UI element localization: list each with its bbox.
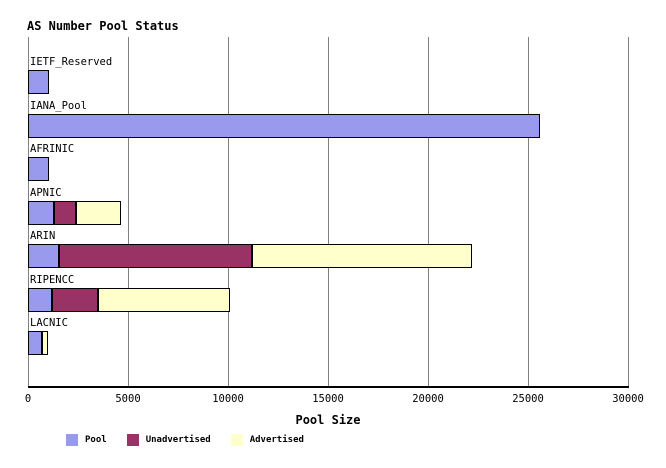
bar-row <box>28 331 48 355</box>
x-tick-label: 5000 <box>115 393 141 405</box>
bar-segment-unadvertised <box>59 244 252 268</box>
gridline <box>428 37 429 386</box>
bar-row <box>28 244 472 268</box>
gridline <box>128 37 129 386</box>
gridline <box>528 37 529 386</box>
bar-segment-pool <box>28 113 540 138</box>
legend-swatch-advertised <box>230 434 243 446</box>
plot-area: IETF_Reserved IANA_Pool AFRINIC APNIC ARIN RI… <box>28 37 629 388</box>
gridline <box>328 37 329 386</box>
chart-title: AS Number Pool Status <box>27 19 179 33</box>
x-tick-label: 15000 <box>312 393 344 405</box>
bar-segment-advertised <box>76 200 121 225</box>
legend-swatch-pool <box>66 434 78 446</box>
x-tick-label: 0 <box>24 393 32 405</box>
bar-segment-advertised <box>42 331 48 355</box>
legend-entry: Pool <box>66 434 107 446</box>
category-label: IETF_Reserved <box>30 56 113 68</box>
x-axis: 0 5000 10000 15000 20000 25000 30000 <box>24 393 644 405</box>
bar-segment-advertised <box>252 244 472 268</box>
bar-segment-pool <box>28 244 59 268</box>
bar-segment-unadvertised <box>52 287 98 312</box>
legend-label: Advertised <box>249 435 304 445</box>
gridline <box>228 37 229 386</box>
legend: Pool Unadvertised Advertised <box>66 434 324 446</box>
x-tick-label: 20000 <box>412 393 444 405</box>
bar-segment-pool <box>28 157 49 181</box>
bar-segment-pool <box>28 331 42 355</box>
legend-entry: Advertised <box>230 434 304 446</box>
x-tick-label: 25000 <box>512 393 544 405</box>
category-label: LACNIC <box>30 317 68 329</box>
category-label: AFRINIC <box>30 143 75 155</box>
legend-entry: Unadvertised <box>126 434 211 446</box>
legend-swatch-unadvertised <box>126 434 139 446</box>
category-label: ARIN <box>30 230 56 242</box>
bar-row <box>28 113 540 138</box>
legend-label: Unadvertised <box>145 435 211 445</box>
bar-row <box>28 200 121 225</box>
gridline <box>628 37 629 386</box>
bar-segment-pool <box>28 287 52 312</box>
bar-row <box>28 287 230 312</box>
category-label: RIPENCC <box>30 273 75 286</box>
category-label: APNIC <box>30 186 62 199</box>
bar-row <box>28 70 49 94</box>
x-tick-label: 10000 <box>212 393 244 405</box>
bar-segment-pool <box>28 70 49 94</box>
legend-label: Pool <box>85 435 107 445</box>
bar-segment-advertised <box>98 287 230 312</box>
bar-segment-unadvertised <box>54 200 76 225</box>
category-label: IANA_Pool <box>30 99 87 112</box>
bar-row <box>28 157 49 181</box>
x-tick-label: 30000 <box>612 393 644 405</box>
bar-segment-pool <box>28 200 54 225</box>
x-axis-label: Pool Size <box>295 413 361 427</box>
